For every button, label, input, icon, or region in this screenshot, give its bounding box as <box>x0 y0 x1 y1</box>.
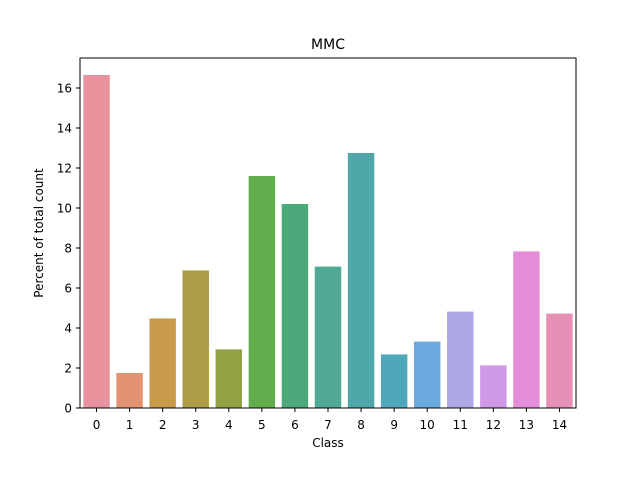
x-tick-label: 4 <box>225 418 233 432</box>
bar-class-1 <box>116 373 143 408</box>
bar-class-3 <box>182 270 209 408</box>
bars-group <box>83 75 573 408</box>
bar-class-14 <box>546 313 573 408</box>
x-tick-label: 7 <box>324 418 332 432</box>
y-tick-label: 16 <box>57 82 72 96</box>
x-tick-label: 0 <box>93 418 101 432</box>
x-tick-label: 10 <box>420 418 435 432</box>
y-tick-label: 14 <box>57 122 72 136</box>
bar-class-2 <box>149 318 176 408</box>
y-axis-label: Percent of total count <box>32 168 46 298</box>
bar-class-4 <box>215 349 243 408</box>
x-tick-label: 8 <box>357 418 365 432</box>
x-tick-label: 5 <box>258 418 266 432</box>
bar-class-9 <box>380 354 408 408</box>
x-tick-label: 2 <box>159 418 167 432</box>
x-tick-label: 3 <box>192 418 200 432</box>
y-tick-label: 8 <box>64 242 72 256</box>
x-tick-label: 1 <box>126 418 134 432</box>
bar-class-6 <box>281 204 309 408</box>
x-tick-label: 13 <box>519 418 534 432</box>
y-tick-label: 4 <box>64 322 72 336</box>
bar-class-7 <box>314 266 342 408</box>
x-axis-label: Class <box>312 436 344 450</box>
x-axis: 0 1 2 3 4 5 6 7 8 9 10 11 12 13 14 <box>93 408 567 432</box>
y-tick-label: 0 <box>64 402 72 416</box>
y-tick-label: 2 <box>64 362 72 376</box>
bar-class-0 <box>83 75 110 408</box>
y-tick-label: 6 <box>64 282 72 296</box>
x-tick-label: 14 <box>552 418 567 432</box>
x-tick-label: 11 <box>453 418 468 432</box>
y-axis: 0 2 4 6 8 10 12 14 16 <box>57 82 80 416</box>
plot-frame <box>79 57 577 409</box>
bar-class-12 <box>480 365 507 408</box>
bar-class-5 <box>248 176 276 408</box>
x-tick-label: 9 <box>390 418 398 432</box>
x-tick-label: 6 <box>291 418 299 432</box>
bar-class-8 <box>347 153 375 408</box>
x-tick-label: 12 <box>486 418 501 432</box>
y-tick-label: 10 <box>57 202 72 216</box>
y-tick-label: 12 <box>57 162 72 176</box>
bar-class-10 <box>413 341 441 408</box>
bar-class-11 <box>447 311 474 408</box>
bar-class-13 <box>513 251 540 408</box>
chart-title: MMC <box>311 37 345 53</box>
